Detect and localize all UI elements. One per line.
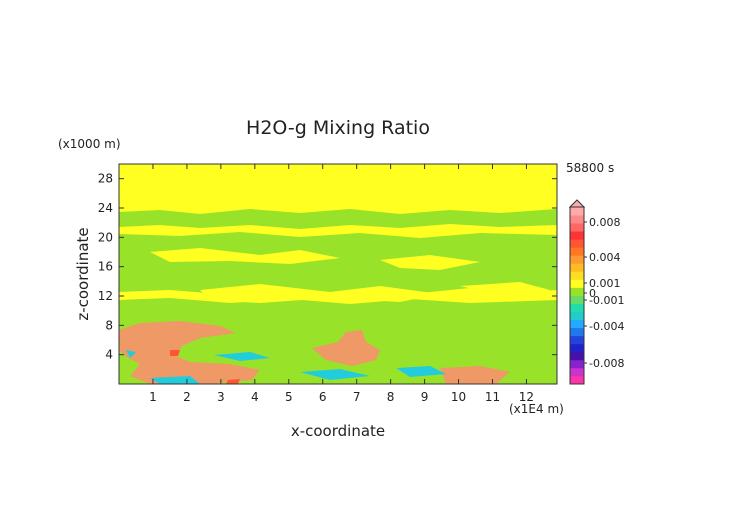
x-tick-label: 8	[387, 390, 395, 404]
x-axis-label: x-coordinate	[291, 422, 385, 440]
colorbar-swatch	[570, 351, 584, 361]
colorbar-tick-label: 0.004	[589, 251, 621, 264]
colorbar-tick-label: -0.001	[589, 294, 624, 307]
y-tick-label: 8	[105, 318, 113, 332]
y-tick-label: 28	[98, 172, 113, 186]
colorbar-tick-label: -0.008	[589, 357, 624, 370]
x-tick-label: 3	[217, 390, 225, 404]
x-tick-label: 6	[319, 390, 327, 404]
x-tick-label: 5	[285, 390, 293, 404]
x-scale-note: (x1E4 m)	[509, 402, 564, 416]
y-scale-note: (x1000 m)	[58, 137, 121, 151]
colorbar-swatch	[570, 207, 584, 216]
colorbar-frame	[569, 206, 585, 385]
y-tick-label: 12	[98, 289, 113, 303]
x-tick-label: 9	[421, 390, 429, 404]
y-axis: 4 8 12 16 20 24 28	[98, 172, 557, 362]
green-band-upper	[119, 209, 557, 229]
time-label: 58800 s	[566, 161, 614, 175]
colorbar-swatch	[570, 247, 584, 256]
colorbar-swatch	[570, 287, 584, 296]
chart-title: H2O-g Mixing Ratio	[246, 117, 430, 139]
colorbar-swatch	[570, 335, 584, 345]
colorbar-swatch	[570, 215, 584, 224]
red-spots	[170, 350, 240, 384]
colorbar-swatch	[570, 359, 584, 369]
colorbar-swatch	[570, 327, 584, 337]
orange-plume-left	[119, 321, 260, 384]
x-tick-label: 2	[183, 390, 191, 404]
colorbar-tick-label: 0.008	[589, 216, 621, 229]
colorbar-swatch	[570, 375, 584, 385]
y-tick-label: 4	[105, 348, 113, 362]
colorbar-swatch	[570, 319, 584, 329]
orange-plume-center	[312, 330, 380, 366]
y-axis-label: z-coordinate	[74, 227, 92, 320]
x-axis: 1 2 3 4 5 6 7 8 9 10 11 12	[149, 164, 534, 404]
colorbar-swatch	[570, 255, 584, 264]
x-tick-label: 1	[149, 390, 157, 404]
contour-field	[119, 164, 557, 384]
colorbar-tick-label: -0.004	[589, 320, 624, 333]
cyan-bands	[126, 350, 446, 384]
x-tick-label: 11	[485, 390, 500, 404]
y-tick-label: 16	[98, 260, 113, 274]
colorbar-swatch	[570, 271, 584, 280]
yellow-islands	[150, 248, 550, 303]
colorbar-swatch	[570, 311, 584, 321]
colorbar-swatch	[570, 239, 584, 248]
colorbar-swatch	[570, 303, 584, 312]
colorbar-swatch	[570, 223, 584, 232]
y-tick-label: 24	[98, 201, 113, 215]
colorbar-swatch	[570, 367, 584, 377]
y-tick-label: 20	[98, 230, 113, 244]
colorbar-swatch	[570, 279, 584, 288]
x-tick-label: 4	[251, 390, 259, 404]
x-tick-label: 12	[519, 390, 534, 404]
x-tick-label: 10	[451, 390, 466, 404]
colorbar-tick-label: 0.001	[589, 277, 621, 290]
x-tick-label: 7	[353, 390, 361, 404]
colorbar-swatch	[570, 263, 584, 272]
colorbar-arrow	[568, 199, 586, 208]
colorbar-swatch	[570, 343, 584, 353]
plot-frame	[118, 163, 558, 385]
green-band-middle	[119, 232, 557, 294]
colorbar-swatch	[570, 295, 584, 304]
colorbar-tick-label: 0	[589, 287, 596, 300]
colorbar-swatch	[570, 231, 584, 240]
green-band-lower	[119, 298, 557, 384]
